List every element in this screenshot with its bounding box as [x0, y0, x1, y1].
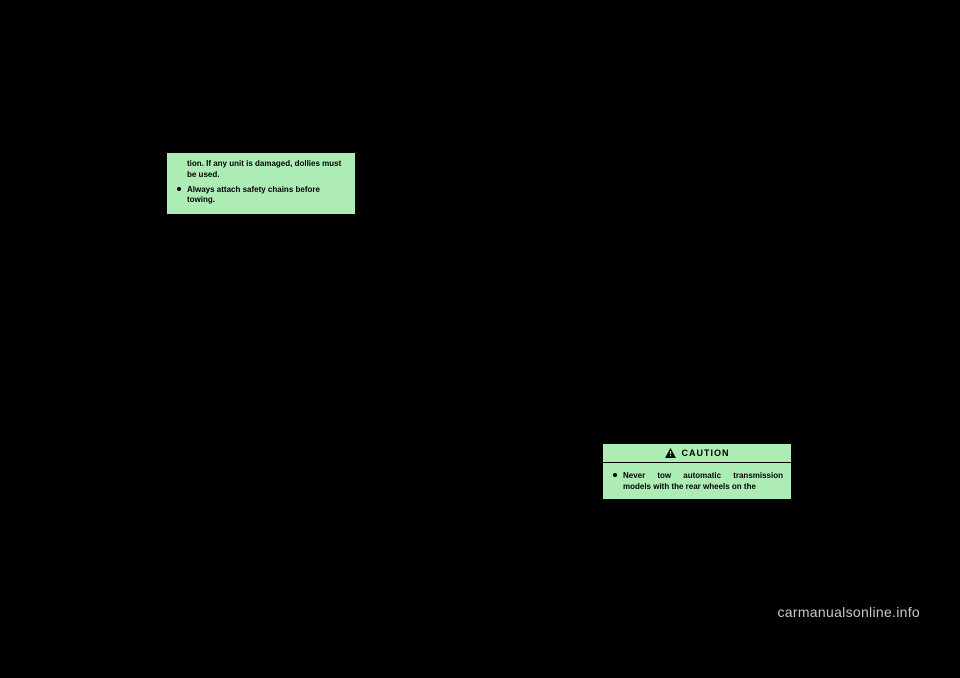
caution-text-line-1: Never tow automatic transmission models … — [623, 471, 783, 491]
caution-box: CAUTION Never tow automatic transmission… — [603, 444, 791, 499]
bullet-icon — [613, 473, 617, 477]
caution-body: Never tow automatic transmission models … — [603, 463, 791, 499]
caution-box-continuation: tion. If any unit is damaged, dollies mu… — [167, 153, 355, 214]
box-text-line-2: Always attach safety chains before towin… — [187, 185, 320, 205]
caution-header: CAUTION — [603, 444, 791, 463]
warning-triangle-icon — [665, 448, 676, 458]
caution-bullet-item: Never tow automatic transmission models … — [611, 471, 783, 493]
box-text-line-1: tion. If any unit is damaged, dollies mu… — [175, 159, 347, 181]
caution-title: CAUTION — [682, 448, 730, 458]
watermark-text: carmanualsonline.info — [778, 604, 921, 620]
bullet-icon — [177, 187, 181, 191]
box-bullet-item: Always attach safety chains before towin… — [175, 185, 347, 207]
